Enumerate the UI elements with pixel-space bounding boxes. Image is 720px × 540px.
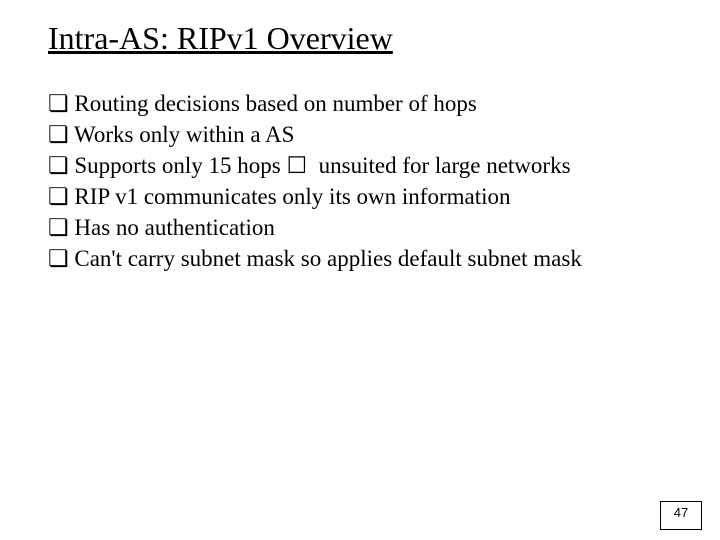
list-item: Works only within a AS: [48, 119, 672, 150]
bullet-text: Can't carry subnet mask so applies defau…: [74, 246, 581, 271]
bullet-text-pre: Supports only 15 hops: [74, 153, 286, 178]
bullet-text: Has no authentication: [74, 215, 275, 240]
bullet-text: RIP v1 communicates only its own informa…: [74, 184, 510, 209]
list-item: Supports only 15 hops ☐ unsuited for larg…: [48, 150, 672, 181]
bullet-text: Works only within a AS: [74, 122, 295, 147]
list-item: Can't carry subnet mask so applies defau…: [48, 243, 672, 274]
slide: Intra-AS: RIPv1 Overview Routing decisio…: [0, 0, 720, 540]
list-item: Routing decisions based on number of hop…: [48, 88, 672, 119]
list-item: Has no authentication: [48, 212, 672, 243]
page-number-box: 47: [660, 501, 702, 530]
bullet-text-post: unsuited for large networks: [319, 153, 571, 178]
slide-title: Intra-AS: RIPv1 Overview: [48, 18, 672, 58]
page-number: 47: [674, 505, 688, 520]
list-item: RIP v1 communicates only its own informa…: [48, 181, 672, 212]
arrow-icon: ☐: [287, 153, 308, 178]
bullet-list: Routing decisions based on number of hop…: [48, 88, 672, 274]
bullet-text: Routing decisions based on number of hop…: [74, 91, 476, 116]
